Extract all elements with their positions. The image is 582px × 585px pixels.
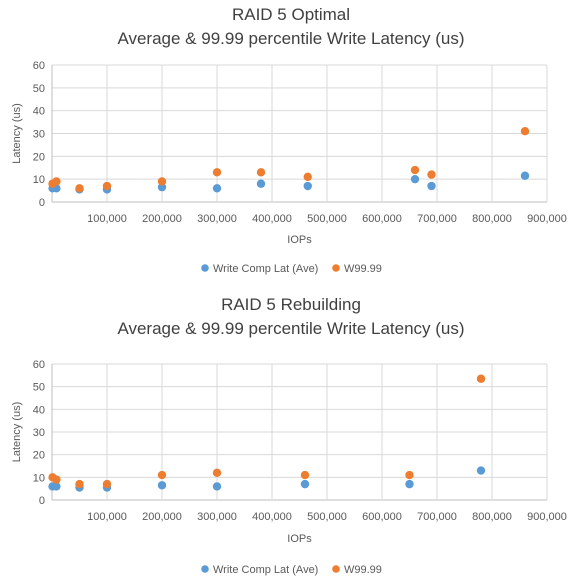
data-point bbox=[405, 470, 414, 480]
y-tick-label: 0 bbox=[39, 197, 45, 209]
data-point bbox=[300, 479, 310, 489]
data-point bbox=[212, 482, 222, 491]
data-point bbox=[52, 482, 61, 491]
data-point bbox=[157, 470, 167, 480]
data-point bbox=[256, 179, 266, 188]
chart-raid5-rebuilding: RAID 5 Rebuilding Average & 99.99 percen… bbox=[0, 290, 582, 585]
data-point bbox=[476, 466, 486, 475]
x-tick-label: 700,000 bbox=[417, 213, 457, 225]
y-tick-label: 50 bbox=[33, 83, 45, 95]
legend-marker bbox=[201, 264, 209, 272]
legend-label: Write Comp Lat (Ave) bbox=[213, 564, 318, 576]
legend-marker bbox=[332, 565, 340, 573]
data-point bbox=[303, 172, 312, 182]
x-tick-label: 500,000 bbox=[307, 511, 347, 523]
data-point bbox=[303, 181, 312, 191]
x-tick-label: 700,000 bbox=[417, 511, 457, 523]
x-tick-label: 300,000 bbox=[197, 213, 237, 225]
x-axis-label: IOPs bbox=[287, 533, 312, 545]
data-point bbox=[212, 168, 222, 177]
y-axis-label: Latency (us) bbox=[11, 103, 23, 164]
data-point bbox=[520, 171, 530, 180]
y-tick-label: 30 bbox=[33, 427, 45, 439]
data-point bbox=[75, 184, 84, 193]
y-tick-label: 20 bbox=[33, 450, 45, 462]
x-tick-label: 100,000 bbox=[87, 511, 127, 523]
chart-plot-svg: 0 10 20 30 40 50 60 100,000 200,000 300,000 400,00… bbox=[11, 60, 567, 275]
x-axis-label: IOPs bbox=[287, 234, 312, 246]
y-tick-label: 10 bbox=[33, 174, 45, 186]
legend-label: W99.99 bbox=[344, 263, 382, 275]
data-point bbox=[427, 181, 436, 191]
chart-subtitle: Average & 99.99 percentile Write Latency… bbox=[117, 319, 465, 338]
y-tick-label: 40 bbox=[33, 404, 45, 416]
chart-title: RAID 5 Optimal bbox=[231, 5, 351, 24]
x-tick-label: 800,000 bbox=[472, 213, 512, 225]
y-tick-label: 40 bbox=[33, 106, 45, 118]
x-tick-label: 800,000 bbox=[472, 511, 512, 523]
data-point bbox=[75, 479, 84, 489]
x-tick-label: 600,000 bbox=[362, 511, 402, 523]
chart-subtitle: Average & 99.99 percentile Write Latency… bbox=[117, 29, 465, 48]
x-tick-label: 100,000 bbox=[87, 213, 127, 225]
x-tick-label: 400,000 bbox=[252, 511, 292, 523]
x-tick-label: 300,000 bbox=[197, 511, 237, 523]
data-point bbox=[427, 170, 436, 179]
legend-label: W99.99 bbox=[344, 564, 382, 576]
data-point bbox=[256, 168, 266, 177]
y-tick-label: 30 bbox=[33, 129, 45, 141]
data-point bbox=[157, 177, 167, 186]
legend-marker bbox=[201, 565, 209, 573]
data-point bbox=[52, 177, 61, 186]
data-point bbox=[476, 374, 486, 383]
data-point bbox=[410, 174, 420, 184]
legend-label: Write Comp Lat (Ave) bbox=[213, 263, 318, 275]
y-tick-label: 20 bbox=[33, 151, 45, 163]
y-tick-label: 50 bbox=[33, 382, 45, 394]
x-tick-label: 200,000 bbox=[142, 213, 182, 225]
data-point bbox=[405, 479, 414, 489]
y-axis-label: Latency (us) bbox=[11, 402, 23, 463]
y-tick-label: 60 bbox=[33, 60, 45, 72]
x-tick-label: 900,000 bbox=[527, 213, 567, 225]
chart-raid5-optimal: RAID 5 Optimal Average & 99.99 percentil… bbox=[0, 0, 582, 290]
data-point bbox=[520, 127, 530, 136]
x-tick-label: 500,000 bbox=[307, 213, 347, 225]
data-point bbox=[300, 470, 310, 480]
y-tick-label: 60 bbox=[33, 359, 45, 371]
data-point bbox=[52, 475, 61, 484]
data-point bbox=[212, 184, 222, 193]
chart-title: RAID 5 Rebuilding bbox=[221, 295, 361, 314]
chart-plot-svg: 0 10 20 30 40 50 60 100,000 200,000 300,000 400,00… bbox=[11, 359, 567, 576]
x-tick-label: 200,000 bbox=[142, 511, 182, 523]
x-tick-label: 900,000 bbox=[527, 511, 567, 523]
y-tick-label: 0 bbox=[39, 495, 45, 507]
data-point bbox=[157, 481, 167, 490]
data-point bbox=[102, 181, 112, 191]
y-tick-label: 10 bbox=[33, 472, 45, 484]
x-tick-label: 400,000 bbox=[252, 213, 292, 225]
legend-marker bbox=[332, 264, 340, 272]
x-tick-label: 600,000 bbox=[362, 213, 402, 225]
data-point bbox=[212, 468, 222, 477]
data-point bbox=[102, 479, 112, 489]
data-point bbox=[410, 165, 420, 175]
